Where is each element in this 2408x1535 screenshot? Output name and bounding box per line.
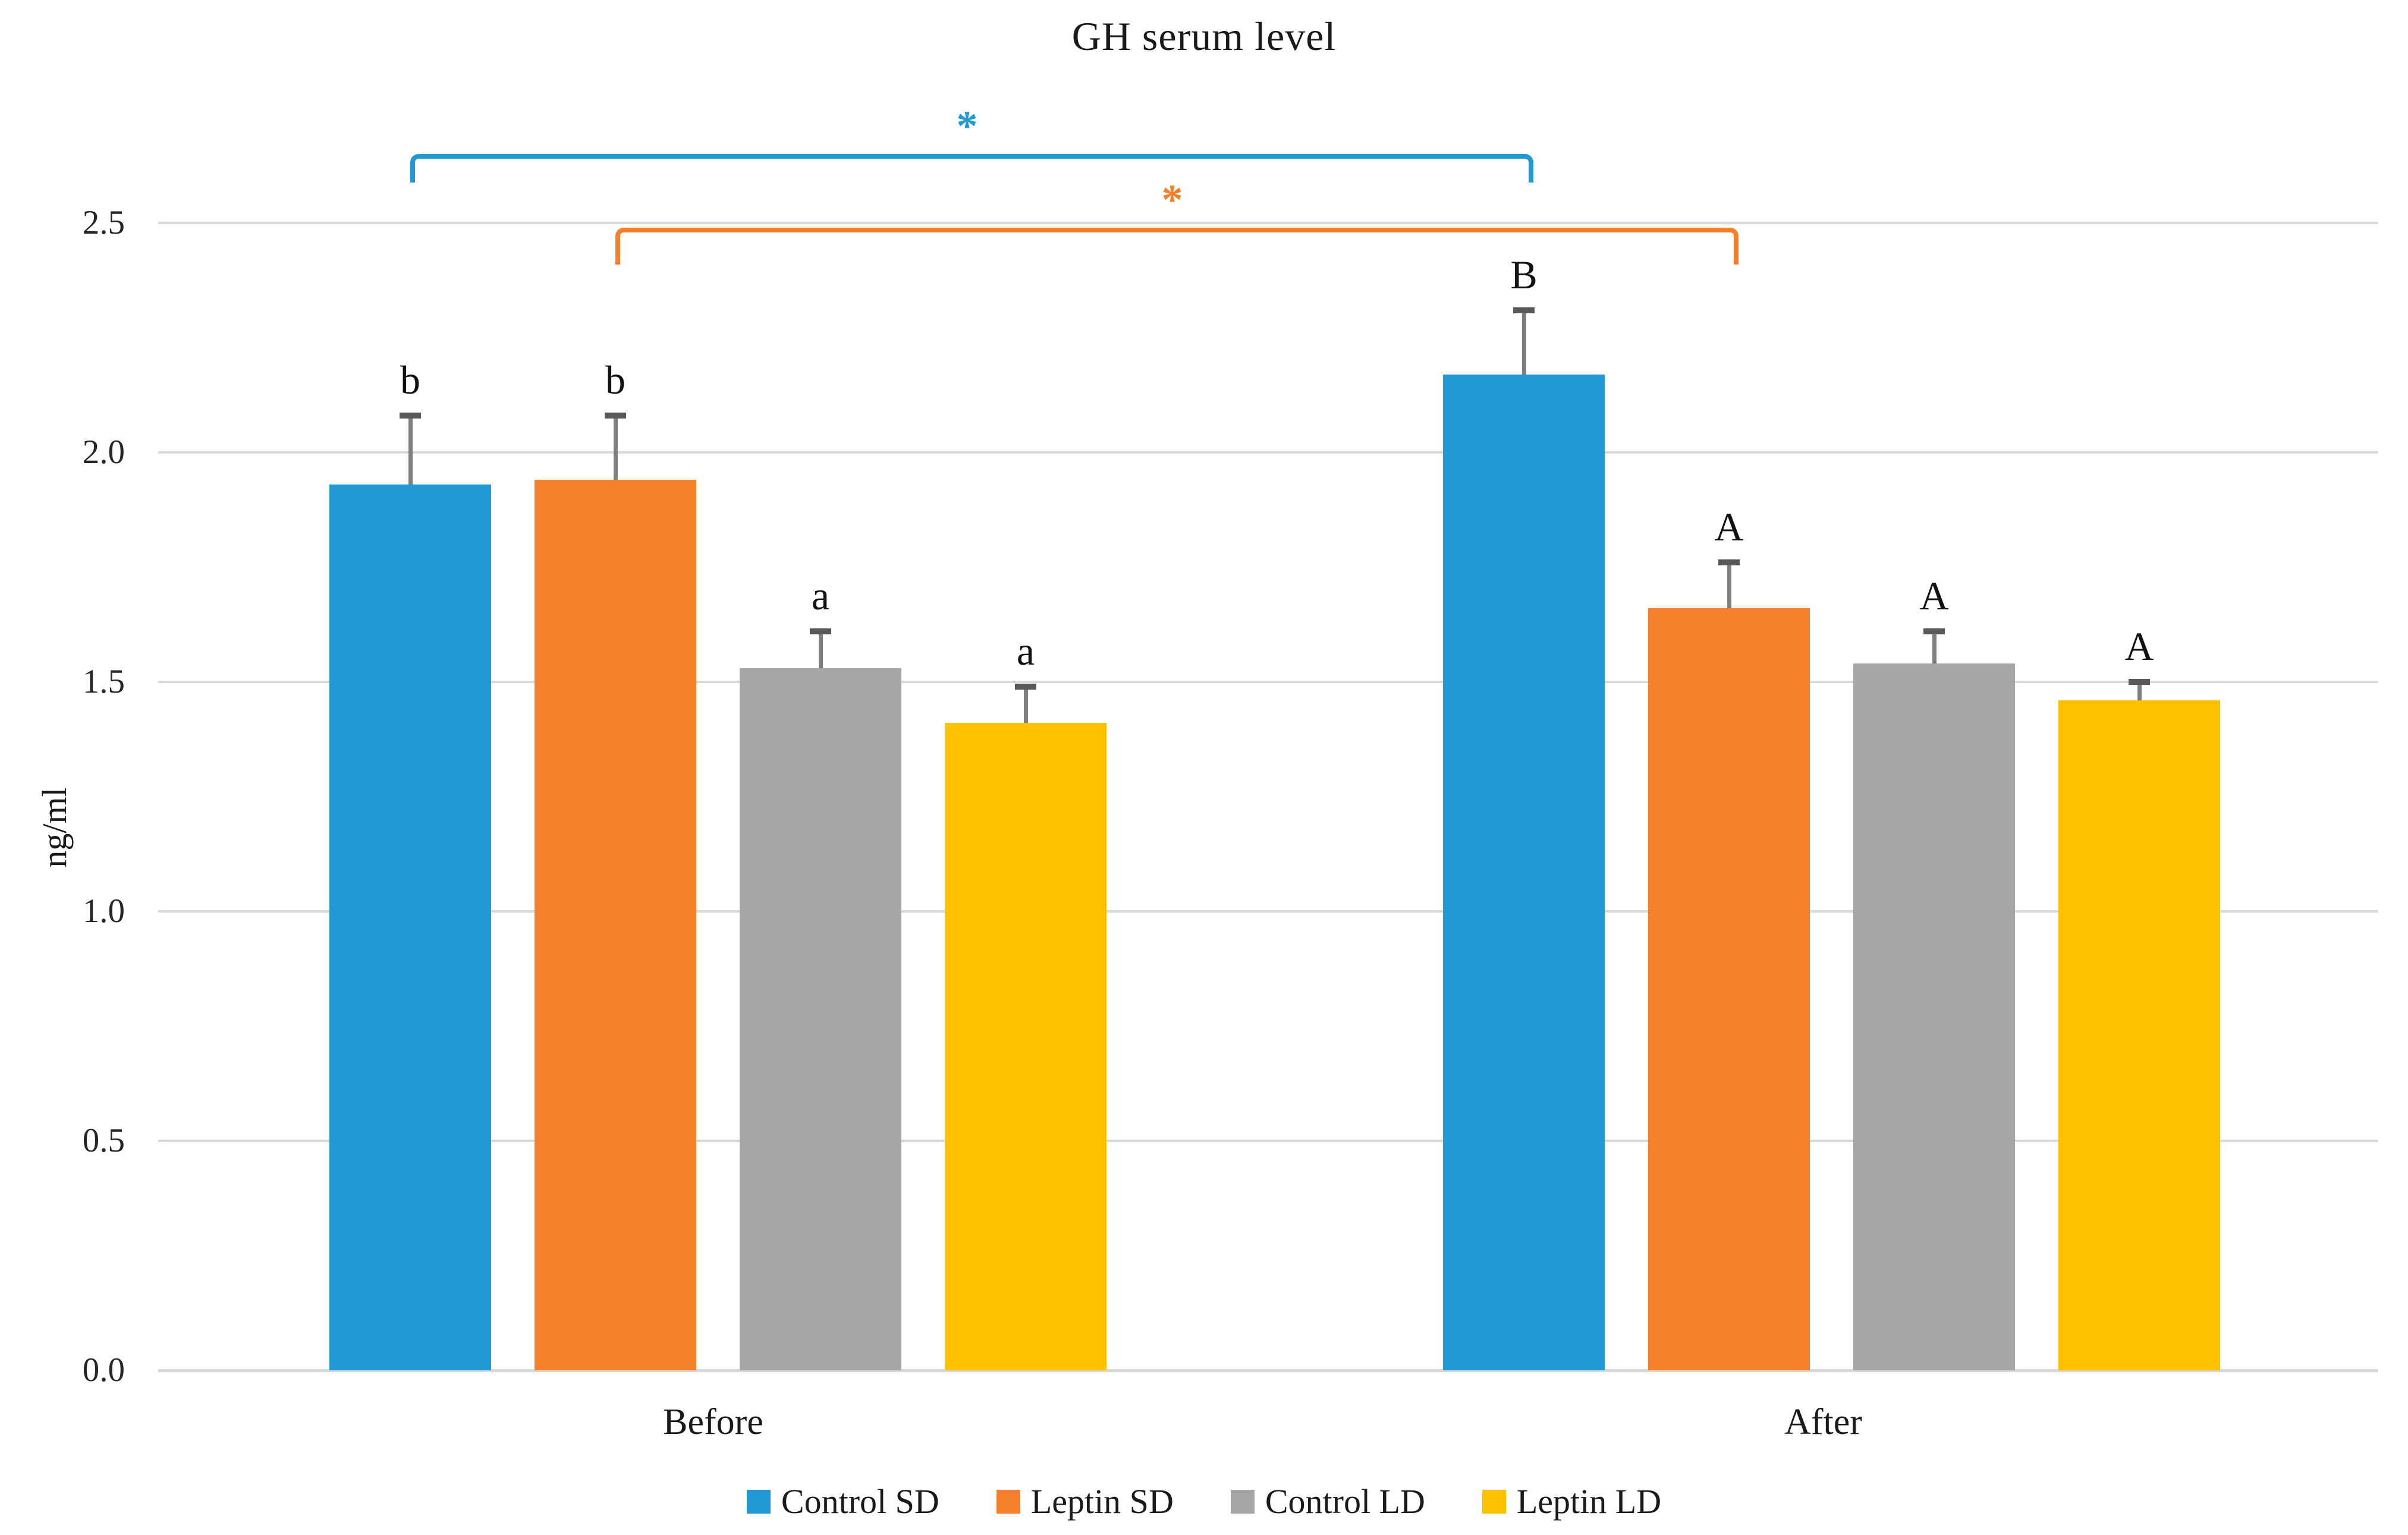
significance-letter: A [2124,624,2154,669]
significance-asterisk: * [1161,175,1183,224]
error-bar-cap [1923,628,1945,635]
legend-label: Control LD [1265,1482,1425,1521]
error-bar [1932,631,1937,664]
legend-swatch [1230,1490,1255,1514]
y-tick-label: 2.5 [82,204,125,241]
gridline-2.5 [158,222,2378,224]
error-bar-cap [810,628,831,635]
x-category-label-after: After [1784,1402,1862,1442]
error-bar [1024,686,1028,724]
legend: Control SD Leptin SD Control LD Leptin LD [0,1478,2408,1525]
legend-item-leptin-ld: Leptin LD [1482,1484,1661,1520]
bar-leptin-ld-after [2058,700,2220,1370]
legend-swatch [1482,1490,1506,1514]
bar-control-ld-before [740,668,901,1370]
significance-letter: b [605,357,625,403]
error-bar [2137,682,2142,700]
gridline-2.0 [158,451,2378,454]
significance-asterisk: * [956,102,978,150]
significance-letter: a [811,573,830,619]
error-bar [614,416,618,480]
error-bar [1727,562,1731,609]
significance-letter: A [1919,573,1949,619]
legend-swatch [746,1490,771,1514]
y-tick-label: 2.0 [82,433,125,471]
significance-letter: A [1714,504,1744,550]
bar-leptin-sd-after [1648,608,1810,1370]
significance-bracket-control-sd [410,154,1533,183]
y-axis-label: ng/ml [35,787,74,868]
y-tick-label: 1.0 [82,892,125,930]
y-tick-label: 0.0 [82,1351,125,1389]
significance-bracket-leptin-sd [615,227,1739,265]
significance-letter: b [400,357,420,403]
error-bar [408,416,413,485]
legend-item-control-sd: Control SD [746,1482,939,1521]
legend-label: Leptin SD [1030,1482,1174,1521]
bar-control-sd-before [329,485,491,1370]
error-bar-cap [1513,307,1535,313]
legend-label: Control SD [781,1482,939,1521]
gridline-1.0 [158,910,2378,913]
legend-item-leptin-sd: Leptin SD [996,1484,1174,1520]
error-bar [1522,310,1526,375]
chart-title: GH serum level [1071,14,1337,59]
error-bar-cap [400,413,421,419]
bar-leptin-ld-before [945,723,1106,1370]
y-tick-label: 1.5 [82,663,125,700]
bar-control-sd-after [1443,374,1605,1370]
error-bar-cap [605,413,626,419]
bar-leptin-sd-before [535,480,696,1370]
gridline-0.0 [158,1369,2378,1372]
x-category-label-before: Before [663,1402,763,1442]
error-bar [819,631,823,668]
significance-letter: a [1016,628,1035,674]
gridline-1.5 [158,681,2378,683]
significance-letter: B [1510,251,1538,297]
error-bar-cap [1718,559,1740,566]
error-bar-cap [1015,683,1036,690]
bar-control-ld-after [1853,663,2015,1370]
legend-label: Leptin LD [1516,1482,1662,1521]
legend-item-control-ld: Control LD [1230,1482,1425,1521]
legend-swatch [996,1490,1020,1514]
gridline-0.5 [158,1140,2378,1142]
error-bar-cap [2129,679,2150,685]
y-tick-label: 0.5 [82,1122,125,1159]
